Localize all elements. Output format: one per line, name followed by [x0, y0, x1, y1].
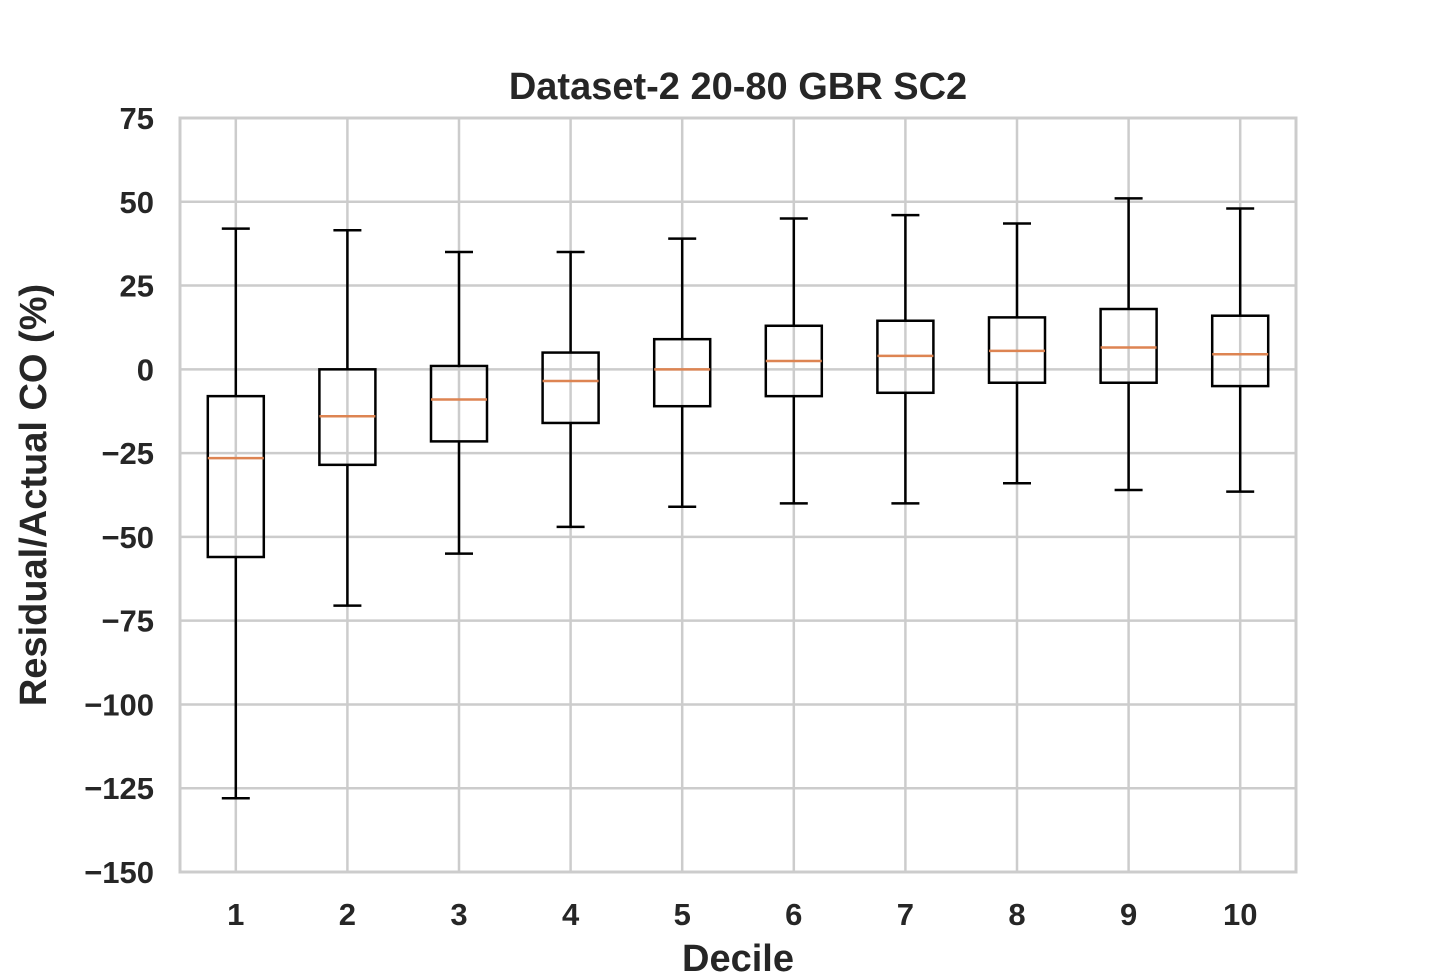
boxplot-7	[876, 213, 935, 505]
x-tick-label: 2	[339, 897, 356, 932]
y-tick-label: −150	[84, 855, 154, 890]
boxplot-6	[764, 217, 824, 505]
y-tick-label: 0	[137, 352, 154, 387]
x-tick-label: 10	[1223, 897, 1257, 932]
iqr-box	[652, 337, 712, 408]
x-tick-label: 7	[897, 897, 914, 932]
iqr-box	[206, 394, 266, 559]
chart-title: Dataset-2 20-80 GBR SC2	[509, 66, 967, 108]
boxplot-10	[1210, 207, 1270, 493]
x-tick-label: 3	[450, 897, 467, 932]
x-tick-label: 6	[785, 897, 802, 932]
plot-frame	[178, 116, 1298, 874]
boxplot-8	[987, 222, 1047, 485]
iqr-box	[541, 351, 600, 425]
x-axis-label: Decile	[682, 938, 794, 980]
boxplot-3	[429, 250, 489, 555]
boxplot-9	[1099, 197, 1158, 492]
x-tick-label: 9	[1120, 897, 1137, 932]
y-tick-label: 25	[120, 269, 154, 304]
y-tick-label: 50	[120, 185, 154, 220]
y-tick-label: −100	[84, 687, 154, 722]
x-tick-label: 1	[227, 897, 244, 932]
x-tick-label: 5	[674, 897, 691, 932]
y-tick-label: −50	[101, 520, 154, 555]
boxplot-2	[318, 229, 377, 607]
y-tick-label: −25	[101, 436, 154, 471]
y-axis-label: Residual/Actual CO (%)	[13, 284, 55, 706]
y-tick-label: 75	[120, 101, 154, 136]
boxplots	[206, 197, 1270, 800]
boxplot-5	[652, 237, 712, 508]
iqr-box	[1210, 314, 1270, 388]
y-tick-label: −125	[84, 771, 154, 806]
iqr-box	[429, 364, 489, 443]
x-axis-ticks: 1 2 3 4 5 6 7 8 9 10	[227, 897, 1257, 932]
y-tick-label: −75	[101, 604, 154, 639]
boxplot-1	[206, 227, 266, 800]
y-axis-ticks: 75 50 25 0 −25 −50 −75 −100 −125 −150	[84, 101, 154, 890]
iqr-box	[1099, 307, 1158, 384]
x-tick-label: 8	[1008, 897, 1025, 932]
boxplot-4	[541, 250, 600, 529]
x-tick-label: 4	[562, 897, 580, 932]
